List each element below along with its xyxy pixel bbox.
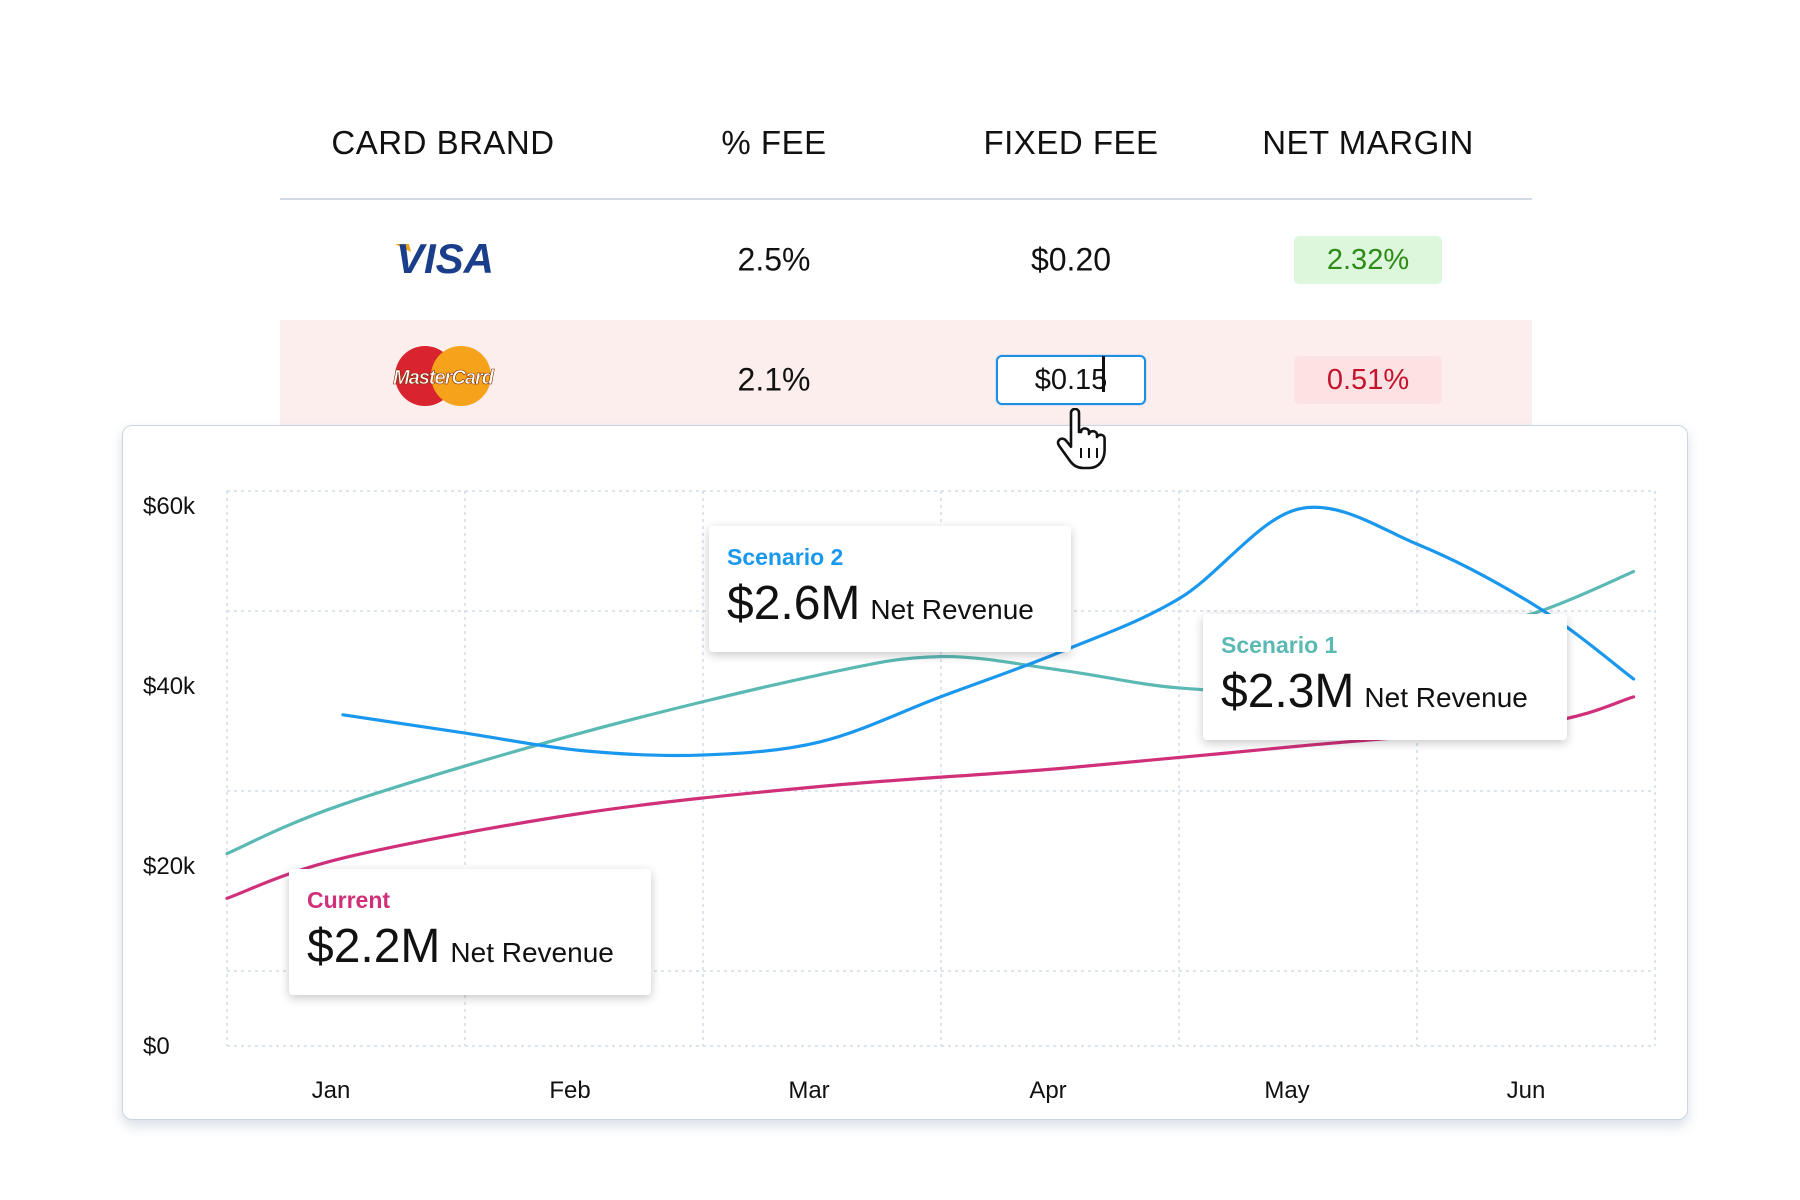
net-margin-badge-positive: 2.32% xyxy=(1294,236,1442,284)
visa-pct-fee: 2.5% xyxy=(737,241,811,278)
header-net-margin: NET MARGIN xyxy=(1262,124,1474,161)
mastercard-pct-fee: 2.1% xyxy=(737,361,811,398)
table-row-visa: VISA 2.5% $0.20 2.32% xyxy=(280,200,1532,320)
text-caret xyxy=(1102,356,1105,392)
mastercard-logo: MasterCard xyxy=(391,344,496,416)
card-fee-table: CARD BRAND % FEE FIXED FEE NET MARGIN VI… xyxy=(280,92,1532,440)
x-tick-label-jan: Jan xyxy=(312,1077,351,1104)
header-card-brand: CARD BRAND xyxy=(331,124,555,161)
visa-net-margin: 2.32% xyxy=(1294,236,1442,284)
y-tick-label: $0 xyxy=(143,1033,170,1060)
svg-text:MasterCard: MasterCard xyxy=(393,367,495,389)
tooltip-scenario-2-name: Scenario 2 xyxy=(727,544,844,570)
revenue-chart-card: $60k $40k $20k $0 Jan Feb Mar Apr May Jun Scenar… xyxy=(122,425,1688,1120)
header-pct-fee: % FEE xyxy=(721,124,827,161)
tooltip-current: Current $2.2M Net Revenue xyxy=(289,869,651,995)
y-axis: $60k $40k $20k $0 xyxy=(143,493,196,1060)
tooltip-scenario-1-label: Net Revenue xyxy=(1364,682,1528,713)
tooltip-scenario-2: Scenario 2 $2.6M Net Revenue xyxy=(709,526,1071,652)
visa-fixed-fee: $0.20 xyxy=(1030,241,1112,278)
y-tick-label: $20k xyxy=(143,853,196,880)
x-tick-label-jun: Jun xyxy=(1507,1077,1546,1104)
mastercard-fixed-fee-cell xyxy=(996,355,1146,405)
x-tick-label-apr: Apr xyxy=(1029,1077,1066,1104)
series-line-scenario2 xyxy=(341,505,1636,758)
x-tick-label-may: May xyxy=(1264,1077,1309,1104)
header-fixed-fee: FIXED FEE xyxy=(983,124,1159,161)
tooltip-scenario-1-name: Scenario 1 xyxy=(1221,632,1338,658)
svg-text:VISA: VISA xyxy=(396,235,494,280)
tooltip-scenario-2-label: Net Revenue xyxy=(870,594,1034,625)
visa-logo: VISA xyxy=(383,232,503,288)
tooltip-scenario-1: Scenario 1 $2.3M Net Revenue xyxy=(1203,614,1567,740)
x-axis: Jan Feb Mar Apr May Jun xyxy=(312,1077,1546,1104)
chart-grid xyxy=(226,490,1656,1047)
tooltip-scenario-1-value: $2.3M xyxy=(1221,665,1355,718)
x-tick-label-feb: Feb xyxy=(549,1077,590,1104)
mastercard-net-margin: 0.51% xyxy=(1294,356,1442,404)
tooltip-current-value: $2.2M xyxy=(307,920,441,973)
tooltip-current-name: Current xyxy=(307,887,391,913)
y-tick-label: $60k xyxy=(143,493,196,520)
table-row-mastercard: MasterCard 2.1% 0.51% xyxy=(280,320,1532,440)
tooltip-scenario-2-value-line: $2.6M Net Revenue xyxy=(727,576,1034,631)
tooltip-scenario-2-value: $2.6M xyxy=(727,577,861,630)
tooltip-current-value-line: $2.2M Net Revenue xyxy=(307,919,614,974)
revenue-line-chart: $60k $40k $20k $0 Jan Feb Mar Apr May Jun xyxy=(143,490,1656,1104)
fixed-fee-input[interactable] xyxy=(996,355,1146,405)
tooltip-scenario-1-value-line: $2.3M Net Revenue xyxy=(1221,664,1528,719)
hand-pointer-cursor-icon xyxy=(1056,408,1106,470)
net-margin-badge-negative: 0.51% xyxy=(1294,356,1442,404)
table-header: CARD BRAND % FEE FIXED FEE NET MARGIN xyxy=(280,92,1532,200)
tooltip-current-label: Net Revenue xyxy=(450,937,614,968)
y-tick-label: $40k xyxy=(143,673,196,700)
x-tick-label-mar: Mar xyxy=(788,1077,829,1104)
